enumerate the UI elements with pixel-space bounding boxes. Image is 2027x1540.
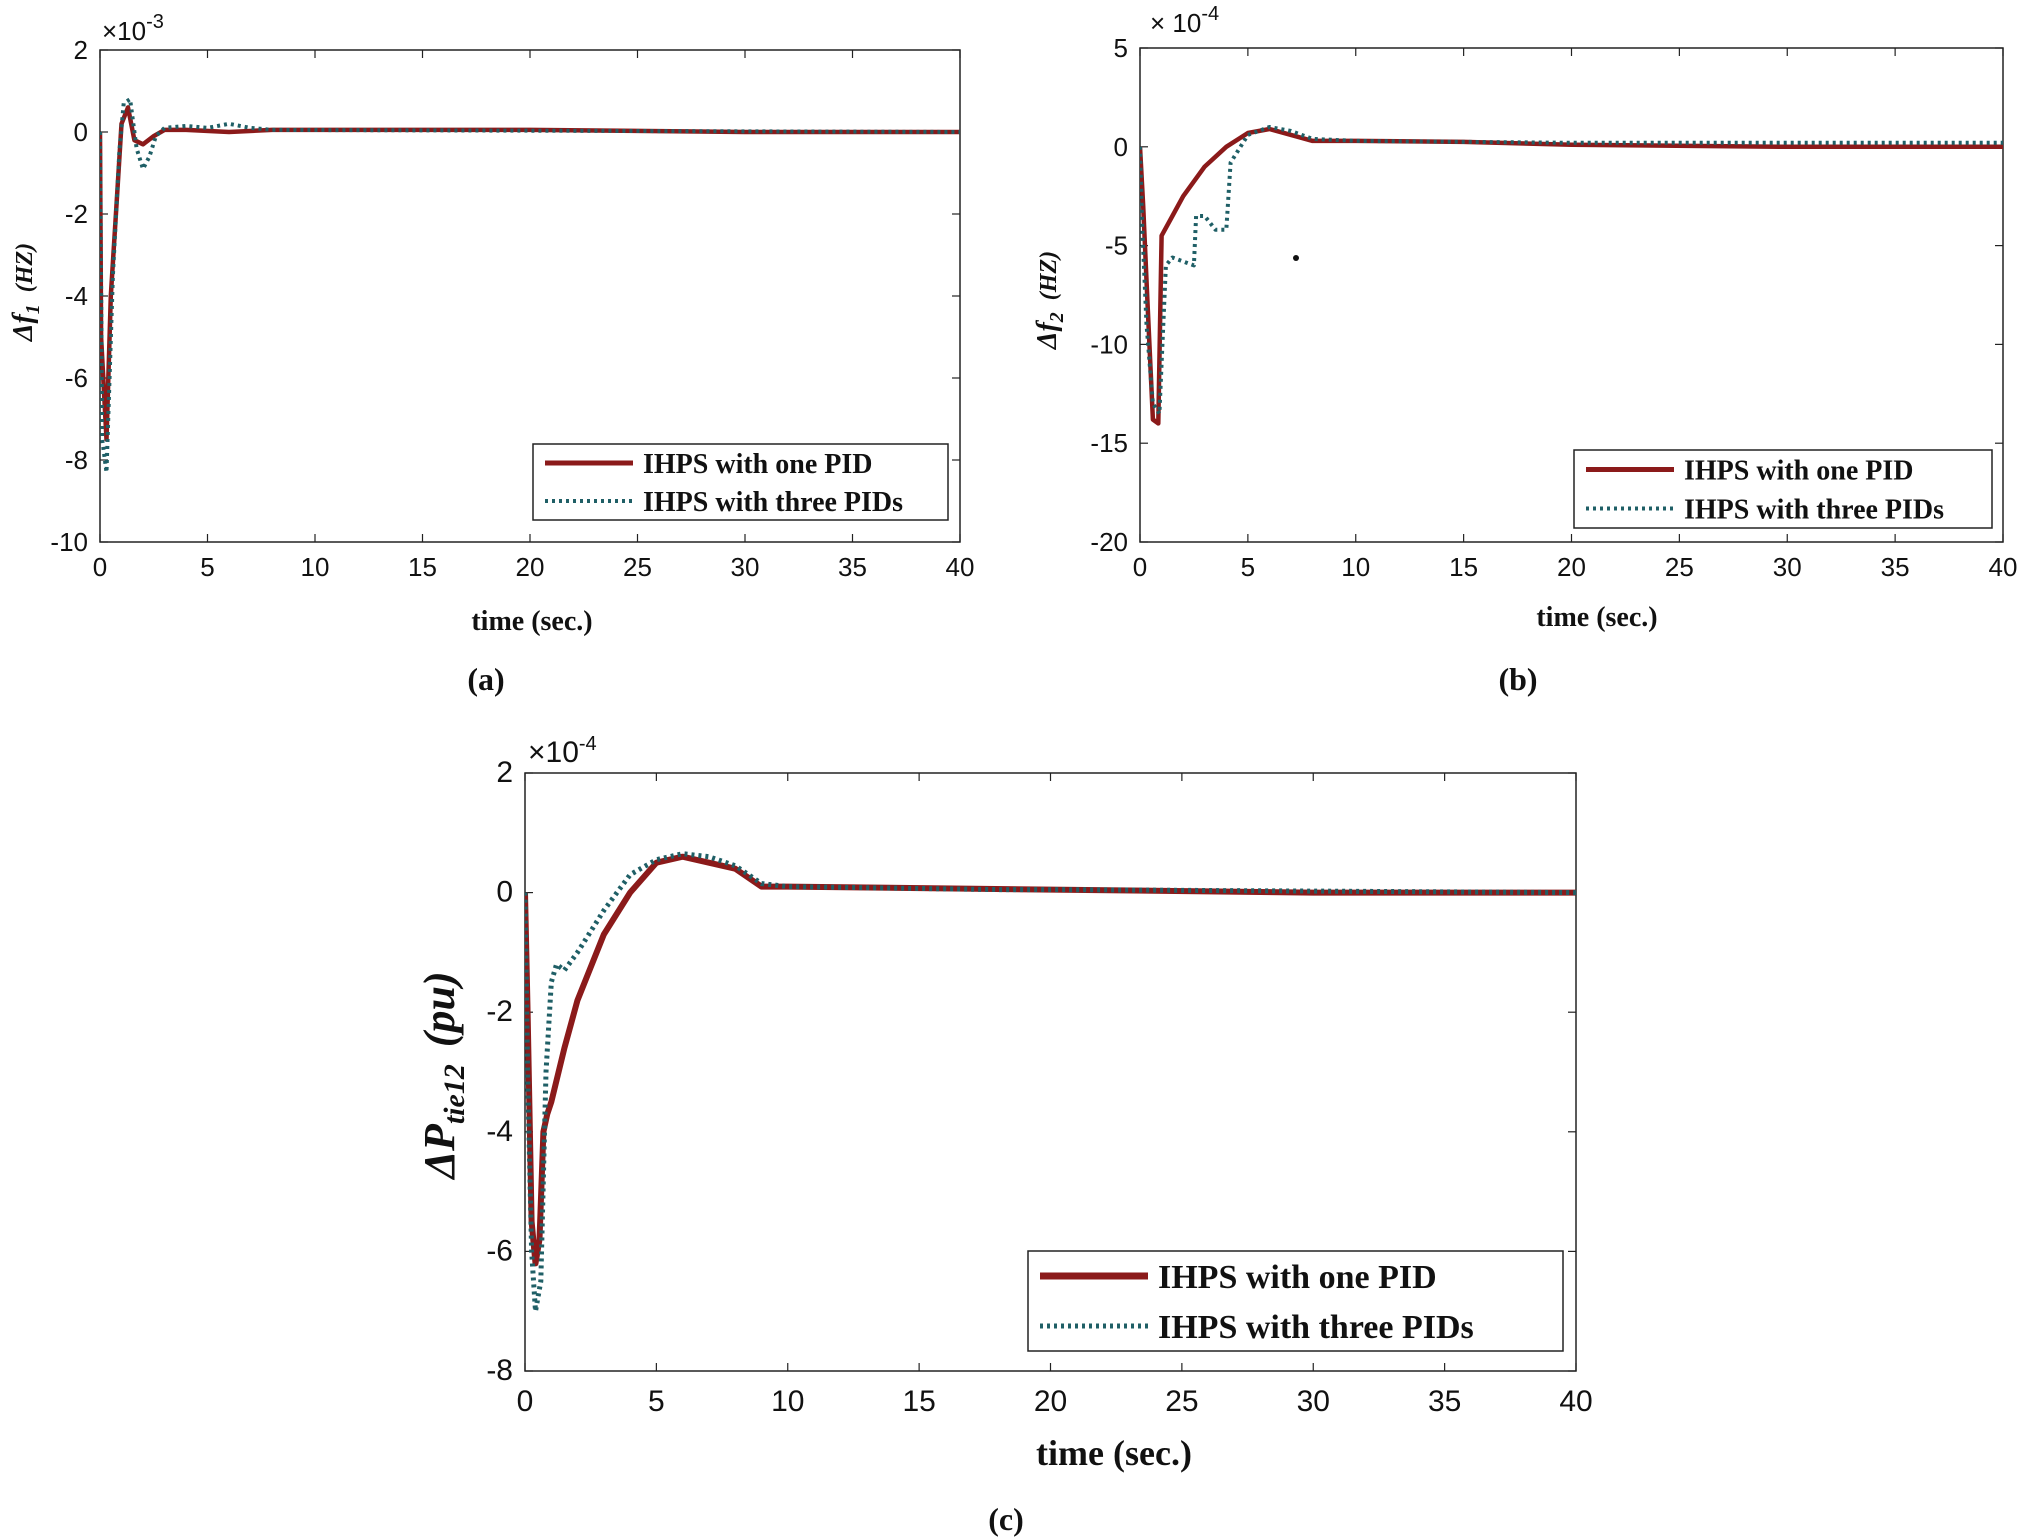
- x-tick-label: 40: [1989, 552, 2018, 582]
- legend-label: IHPS with three PIDs: [1158, 1309, 1474, 1346]
- y-tick-label: -8: [486, 1354, 513, 1387]
- x-tick-label: 10: [301, 552, 330, 582]
- series-line-three-pids: [100, 97, 960, 475]
- legend-box: [1573, 449, 1993, 529]
- x-tick-label: 15: [1449, 552, 1478, 582]
- legend-box: [532, 443, 949, 521]
- legend: IHPS with one PID IHPS with three PIDs: [532, 443, 949, 521]
- series-line-one-pid: [525, 853, 1576, 1267]
- x-tick-label: 30: [1773, 552, 1802, 582]
- x-tick-label: 10: [1341, 552, 1370, 582]
- exponent-power: -3: [146, 11, 164, 33]
- y-tick-label: -2: [486, 995, 513, 1028]
- x-tick-label: 20: [1557, 552, 1586, 582]
- x-axis-label: time (sec.): [1036, 1433, 1192, 1473]
- x-tick-label: 20: [1034, 1385, 1067, 1418]
- panel-caption: (b): [1498, 661, 1537, 697]
- x-tick-label: 5: [1241, 552, 1255, 582]
- y-tick-label: 0: [496, 876, 513, 909]
- y-tick-label: -4: [65, 281, 88, 311]
- x-tick-label: 30: [1297, 1385, 1330, 1418]
- x-tick-label: 0: [93, 552, 107, 582]
- legend-label: IHPS with three PIDs: [1684, 495, 1944, 526]
- y-tick-label: 0: [74, 117, 88, 147]
- x-tick-label: 5: [648, 1385, 665, 1418]
- x-tick-label: 35: [1881, 552, 1910, 582]
- x-tick-label: 30: [731, 552, 760, 582]
- legend-box: [1027, 1250, 1564, 1352]
- y-axis-label: Δf2 (HZ): [1032, 251, 1068, 350]
- x-tick-label: 40: [1559, 1385, 1592, 1418]
- y-tick-label: -2: [65, 199, 88, 229]
- y-label-main: Δf: [1032, 320, 1063, 351]
- legend-label: IHPS with one PID: [1158, 1259, 1437, 1296]
- x-tick-label: 0: [517, 1385, 534, 1418]
- y-axis-label: ΔPtie12 (pu): [415, 971, 471, 1180]
- x-tick-label: 15: [902, 1385, 935, 1418]
- panel-caption: (c): [988, 1501, 1024, 1537]
- y-tick-label: -20: [1090, 527, 1128, 557]
- x-tick-label: 35: [1428, 1385, 1461, 1418]
- y-label-main: Δf: [8, 312, 39, 343]
- y-tick-label: 0: [1114, 132, 1128, 162]
- legend: IHPS with one PID IHPS with three PIDs: [1027, 1250, 1564, 1352]
- y-label-subscript: tie12: [438, 1064, 471, 1124]
- y-label-unit: (HZ): [1036, 251, 1062, 306]
- y-tick-label: -10: [50, 527, 88, 557]
- axis-exponent: ×10-4: [528, 733, 597, 769]
- y-tick-label: -6: [486, 1234, 513, 1267]
- y-axis-label: Δf1 (HZ): [8, 243, 44, 342]
- legend-label: IHPS with three PIDs: [643, 487, 903, 518]
- series-line-three-pids: [1140, 125, 2003, 416]
- x-tick-label: 25: [1665, 552, 1694, 582]
- y-tick-label: -15: [1090, 428, 1128, 458]
- y-label-main: ΔP: [415, 1123, 464, 1181]
- series-line-one-pid: [1140, 126, 2003, 426]
- x-tick-label: 15: [408, 552, 437, 582]
- y-tick-label: -8: [65, 445, 88, 475]
- y-label-subscript: 2: [1046, 312, 1068, 323]
- y-label-subscript: 1: [22, 304, 44, 314]
- stray-marker-dot: [1293, 255, 1299, 261]
- exponent-power: -4: [1201, 3, 1219, 25]
- exponent-base: ×10: [528, 736, 579, 769]
- axis-exponent: × 10-4: [1150, 3, 1219, 38]
- x-tick-label: 25: [623, 552, 652, 582]
- y-label-unit: (pu): [415, 971, 464, 1058]
- legend: IHPS with one PID IHPS with three PIDs: [1573, 449, 1993, 529]
- y-tick-label: 2: [496, 756, 513, 789]
- legend-label: IHPS with one PID: [643, 449, 872, 480]
- x-tick-label: 25: [1165, 1385, 1198, 1418]
- x-tick-label: 0: [1133, 552, 1147, 582]
- y-tick-label: -4: [486, 1115, 513, 1148]
- exponent-base: × 10: [1150, 8, 1201, 38]
- x-tick-label: 35: [838, 552, 867, 582]
- exponent-base: ×10: [102, 16, 146, 46]
- y-tick-label: 5: [1114, 33, 1128, 63]
- x-axis-label: time (sec.): [1536, 602, 1657, 633]
- x-axis-label: time (sec.): [471, 606, 592, 637]
- exponent-power: -4: [579, 733, 597, 755]
- y-label-unit: (HZ): [12, 243, 38, 298]
- x-tick-label: 5: [200, 552, 214, 582]
- x-tick-label: 10: [771, 1385, 804, 1418]
- y-tick-label: 2: [74, 35, 88, 65]
- x-tick-label: 40: [946, 552, 975, 582]
- y-tick-label: -5: [1105, 231, 1128, 261]
- series-line-three-pids: [525, 851, 1576, 1314]
- axis-exponent: ×10-3: [102, 11, 164, 46]
- x-tick-label: 20: [516, 552, 545, 582]
- series-line-one-pid: [100, 105, 960, 442]
- chart-panel-b: 0 5 10 15 20 25 30 35 40 5 0 -5 -10 -15 -20 × 10-4 Δf2 (…: [1032, 3, 2017, 697]
- y-tick-label: -10: [1090, 329, 1128, 359]
- panel-caption: (a): [467, 661, 504, 697]
- y-tick-label: -6: [65, 363, 88, 393]
- legend-label: IHPS with one PID: [1684, 456, 1913, 487]
